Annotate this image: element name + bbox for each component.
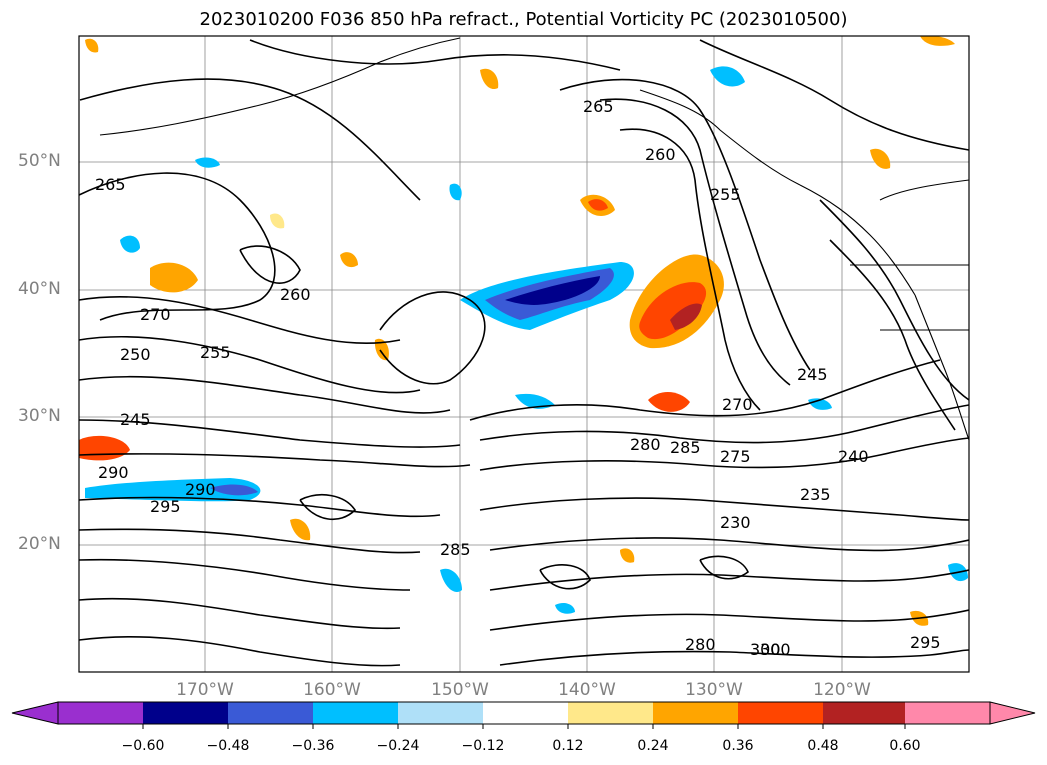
contour-label: 265 (95, 175, 126, 194)
lat-label-30n: 30°N (18, 406, 61, 426)
refractivity-contours (79, 39, 969, 667)
contour-label: 280 (630, 435, 661, 454)
colorbar-segment (313, 702, 398, 724)
colorbar-tick-label: 0.36 (722, 738, 754, 754)
contour-label: 290 (185, 480, 216, 499)
contour-label: 240 (838, 447, 869, 466)
colorbar (11, 701, 1036, 729)
colorbar-segment (738, 702, 823, 724)
contour-label: 285 (440, 540, 471, 559)
colorbar-tick-label: −0.12 (461, 738, 505, 754)
contour-label: 270 (140, 305, 171, 324)
lon-label-170w: 170°W (176, 680, 234, 700)
contour-label: 280 (685, 635, 716, 654)
contour-label: 260 (645, 145, 676, 164)
map-plot (78, 35, 970, 673)
colorbar-segment (483, 702, 568, 724)
colorbar-segment (143, 702, 228, 724)
contour-label: 245 (120, 410, 151, 429)
contour-label: 275 (720, 447, 751, 466)
colorbar-tick-label: −0.24 (376, 738, 420, 754)
contour-label: 295 (150, 497, 181, 516)
contour-label: 265 (583, 97, 614, 116)
colorbar-tick-label: 0.12 (552, 738, 584, 754)
lon-label-120w: 120°W (813, 680, 871, 700)
colorbar-segment (228, 702, 313, 724)
contour-label: 245 (797, 365, 828, 384)
lon-label-140w: 140°W (558, 680, 616, 700)
colorbar-segment (905, 702, 990, 724)
contour-label-layer: 265 260 255 250 245 240 270 275 280 285 … (95, 97, 941, 659)
contour-label: 255 (200, 343, 231, 362)
contour-label: 255 (710, 185, 741, 204)
lat-label-20n: 20°N (18, 534, 61, 554)
lat-label-40n: 40°N (18, 279, 61, 299)
lon-label-130w: 130°W (685, 680, 743, 700)
colorbar-segment (823, 702, 905, 724)
colorbar-segment (653, 702, 738, 724)
pv-positive-anomaly (79, 36, 955, 626)
contour-label: 250 (120, 345, 151, 364)
lat-label-50n: 50°N (18, 151, 61, 171)
contour-label: 295 (910, 633, 941, 652)
lon-label-150w: 150°W (431, 680, 489, 700)
colorbar-tick-label: 0.48 (807, 738, 839, 754)
map-frame (78, 35, 970, 673)
colorbar-segment (58, 702, 143, 724)
colorbar-tick-label: −0.36 (291, 738, 335, 754)
colorbar-segment (398, 702, 483, 724)
colorbar-tick-label: 0.60 (889, 738, 921, 754)
colorbar-segment (568, 702, 653, 724)
colorbar-tick-label: −0.60 (121, 738, 165, 754)
lon-label-160w: 160°W (303, 680, 361, 700)
contour-label: 285 (670, 438, 701, 457)
colorbar-tick-label: −0.48 (206, 738, 250, 754)
contour-label: 300 (750, 640, 781, 659)
contour-label: 300 (760, 640, 791, 659)
contour-label: 290 (98, 463, 129, 482)
contour-label: 235 (800, 485, 831, 504)
colorbar-tick-label: 0.24 (637, 738, 669, 754)
map-title: 2023010200 F036 850 hPa refract., Potent… (199, 9, 848, 30)
contour-label: 270 (722, 395, 753, 414)
colorbar-extend-right (989, 701, 1036, 725)
coastlines (99, 37, 969, 441)
pv-negative-anomaly (85, 66, 968, 614)
contour-label: 230 (720, 513, 751, 532)
colorbar-extend-left (11, 701, 59, 725)
contour-label: 260 (280, 285, 311, 304)
